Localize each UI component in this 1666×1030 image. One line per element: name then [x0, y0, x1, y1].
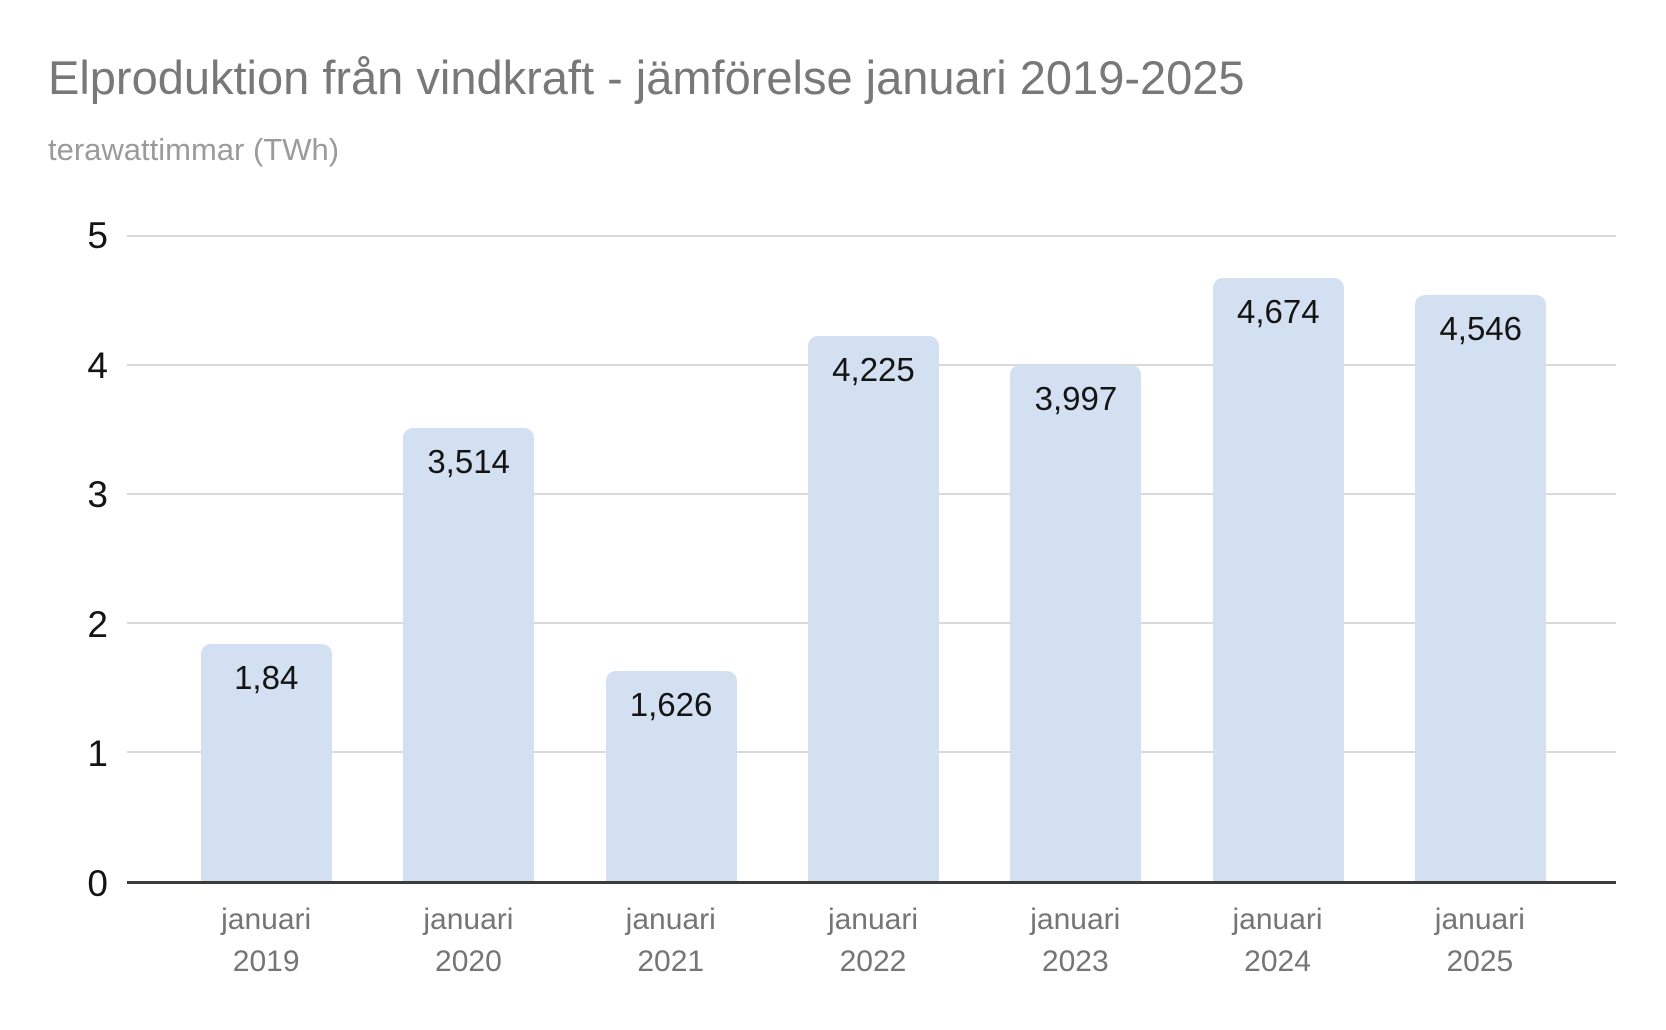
- y-axis: 0 1 2 3 4 5: [0, 215, 108, 904]
- gridline: [127, 235, 1616, 237]
- bar-value-label: 4,674: [1237, 293, 1320, 331]
- bar-januari-2022[interactable]: 4,225: [807, 335, 939, 881]
- bar-slot: 1,84: [165, 236, 367, 881]
- bar-value-label: 4,546: [1439, 309, 1523, 347]
- bar-value-label: 1,626: [629, 686, 713, 724]
- bar-slot: 4,546: [1380, 236, 1582, 881]
- y-axis-tick-label: 5: [87, 215, 108, 256]
- bar-value-label: 3,997: [1034, 380, 1118, 418]
- bar-value-label: 3,514: [427, 442, 510, 480]
- y-axis-tick-label: 0: [87, 863, 108, 904]
- bar-januari-2023[interactable]: 3,997: [1010, 365, 1142, 881]
- x-axis-label: januari 2021: [625, 903, 716, 978]
- x-axis-label: januari 2023: [1030, 903, 1121, 978]
- bar-slot: 4,674: [1177, 236, 1379, 881]
- x-axis-label: januari 2020: [423, 903, 514, 978]
- y-axis-tick-label: 3: [87, 474, 108, 516]
- x-axis-label: januari 2019: [221, 903, 312, 978]
- bar-januari-2021[interactable]: 1,626: [605, 671, 737, 881]
- x-axis-label: januari 2024: [1232, 903, 1323, 978]
- bar-slot: 3,997: [975, 236, 1177, 881]
- bar-slot: 3,514: [367, 236, 569, 881]
- plot-area: 1,84 3,514 1,626 4,225 3,997 4,674 4,546: [127, 235, 1616, 884]
- bar-value-label: 1,84: [234, 658, 299, 696]
- bar-slot: 4,225: [772, 236, 974, 881]
- bar-januari-2024[interactable]: 4,674: [1212, 278, 1344, 881]
- x-axis-label: januari 2022: [827, 903, 919, 978]
- x-axis-labels: januari 2019 januari 2020 januari 2021 januari…: [165, 899, 1581, 983]
- bars: 1,84 3,514 1,626 4,225 3,997 4,674 4,546: [165, 236, 1582, 881]
- y-axis-tick-label: 4: [87, 344, 108, 386]
- bar-slot: 1,626: [570, 236, 772, 881]
- bar-januari-2019[interactable]: 1,84: [200, 643, 332, 881]
- chart-subtitle: terawattimmar (TWh): [48, 132, 340, 167]
- bar-value-label: 4,225: [832, 350, 915, 388]
- y-axis-tick-label: 1: [87, 733, 108, 775]
- y-axis-tick-label: 2: [87, 603, 108, 645]
- bar-januari-2020[interactable]: 3,514: [403, 427, 535, 881]
- chart-title: Elproduktion från vindkraft - jämförelse…: [48, 51, 1245, 104]
- x-axis-label: januari 2025: [1434, 903, 1525, 978]
- bar-januari-2025[interactable]: 4,546: [1415, 294, 1547, 881]
